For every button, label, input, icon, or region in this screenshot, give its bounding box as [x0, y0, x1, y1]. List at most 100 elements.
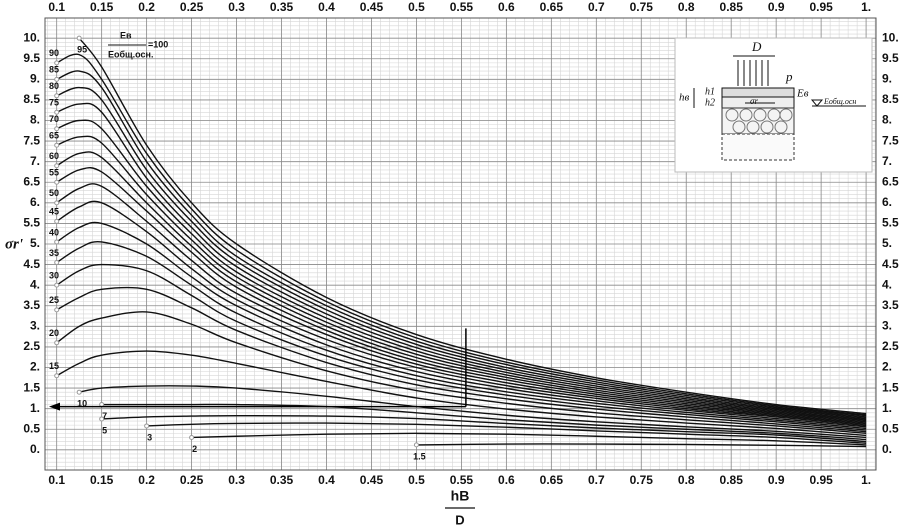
y-tick-label-right: 5.5: [882, 216, 899, 230]
inset-h1: h1: [705, 86, 715, 97]
curve-label: 30: [49, 271, 59, 281]
y-tick-label-left: 7.5: [23, 133, 40, 147]
y-tick-label-left: 4.5: [23, 257, 40, 271]
x-label-denominator: D: [455, 512, 464, 527]
curve-label: 10: [77, 399, 87, 409]
y-tick-label-right: 4.: [882, 277, 892, 291]
curve-label: 2: [192, 444, 197, 454]
x-tick-label-bottom: 0.1: [48, 473, 65, 487]
x-tick-label-top: 0.25: [180, 0, 204, 14]
x-tick-label-top: 0.6: [498, 0, 515, 14]
y-tick-label-left: 8.5: [23, 92, 40, 106]
curve-start: [54, 163, 60, 169]
y-tick-label-left: 9.: [30, 72, 40, 86]
y-tick-label-right: 3.5: [882, 298, 899, 312]
curve-start: [54, 76, 60, 82]
curve-start: [54, 60, 60, 66]
inset-p: p: [785, 69, 793, 84]
x-tick-label-bottom: 0.75: [630, 473, 654, 487]
y-tick-label-left: 5.: [30, 236, 40, 250]
inset-circles: [725, 108, 793, 134]
curve: [56, 221, 867, 428]
y-tick-label-left: 0.5: [23, 421, 40, 435]
x-tick-label-bottom: 0.65: [540, 473, 564, 487]
y-tick-label-left: 6.: [30, 195, 40, 209]
key-arrowhead: [49, 402, 60, 411]
curve-start: [54, 142, 60, 148]
x-label-numerator: hВ: [451, 488, 470, 504]
x-tick-label-top: 0.15: [90, 0, 114, 14]
x-tick-label-top: 0.3: [228, 0, 245, 14]
curve: [56, 151, 867, 423]
y-tick-label-left: 7.: [30, 154, 40, 168]
y-tick-label-left: 5.5: [23, 216, 40, 230]
y-tick-label-left: 8.: [30, 113, 40, 127]
curve-label: 3: [147, 432, 152, 442]
y-tick-label-right: 0.5: [882, 421, 899, 435]
curve-start: [54, 218, 60, 224]
y-tick-label-right: 5.: [882, 236, 892, 250]
inset-load-arrows: [737, 60, 769, 86]
x-tick-label-bottom: 1.: [861, 473, 871, 487]
curve: [79, 385, 867, 439]
y-tick-label-right: 6.5: [882, 174, 899, 188]
curve-label: 45: [49, 207, 59, 217]
curve-label: 60: [49, 151, 59, 161]
y-tick-label-right: 2.: [882, 360, 892, 374]
y-tick-label-right: 9.5: [882, 51, 899, 65]
ratio-label: Eв =100 Eобщ.осн.: [108, 30, 168, 59]
x-tick-label-top: 0.8: [678, 0, 695, 14]
curve-start: [54, 282, 60, 288]
curve-start: [54, 126, 60, 132]
curve-start: [413, 442, 419, 448]
curve: [56, 263, 867, 431]
y-tick-label-right: 1.5: [882, 380, 899, 394]
curve-start: [144, 423, 150, 429]
y-tick-label-right: 1.: [882, 401, 892, 415]
curve-start: [76, 389, 82, 395]
x-tick-label-top: 0.4: [318, 0, 335, 14]
curve: [78, 37, 867, 415]
x-tick-label-bottom: 0.7: [588, 473, 605, 487]
curve-label: 5: [102, 425, 107, 435]
curve-start: [54, 340, 60, 346]
x-tick-label-top: 0.7: [588, 0, 605, 14]
y-tick-label-right: 8.5: [882, 92, 899, 106]
inset-e: Eв: [796, 88, 809, 100]
curve: [56, 135, 867, 422]
curve-start: [54, 109, 60, 115]
x-tick-label-top: 0.65: [540, 0, 564, 14]
x-tick-label-bottom: 0.95: [809, 473, 833, 487]
curve-start: [54, 373, 60, 379]
curve-start: [99, 416, 105, 422]
curve-start: [76, 35, 82, 41]
y-tick-label-left: 1.5: [23, 380, 40, 394]
curve-label: 20: [49, 328, 59, 338]
inset-layer-1: [721, 87, 795, 98]
x-tick-label-bottom: 0.4: [318, 473, 335, 487]
curve-label: 1.5: [413, 451, 426, 461]
curve-label: 35: [49, 248, 59, 258]
curve: [146, 422, 867, 444]
y-axis-label: σr': [5, 236, 23, 252]
curve-start: [54, 307, 60, 313]
y-tick-label-right: 0.: [882, 442, 892, 456]
curve-start: [54, 239, 60, 245]
curve: [56, 350, 867, 437]
x-tick-label-bottom: 0.6: [498, 473, 515, 487]
y-tick-label-right: 10.: [882, 30, 899, 44]
curve: [416, 443, 867, 448]
x-tick-label-bottom: 0.45: [360, 473, 384, 487]
x-tick-label-top: 0.95: [809, 0, 833, 14]
curve-start: [54, 260, 60, 266]
y-tick-label-left: 2.5: [23, 339, 40, 353]
x-tick-label-top: 0.2: [138, 0, 155, 14]
inset-h2: h2: [705, 97, 715, 108]
x-tick-label-bottom: 0.35: [270, 473, 294, 487]
curve: [56, 286, 867, 433]
x-tick-label-bottom: 0.3: [228, 473, 245, 487]
x-tick-label-bottom: 0.8: [678, 473, 695, 487]
curve: [56, 167, 867, 424]
y-tick-label-left: 4.: [30, 277, 40, 291]
